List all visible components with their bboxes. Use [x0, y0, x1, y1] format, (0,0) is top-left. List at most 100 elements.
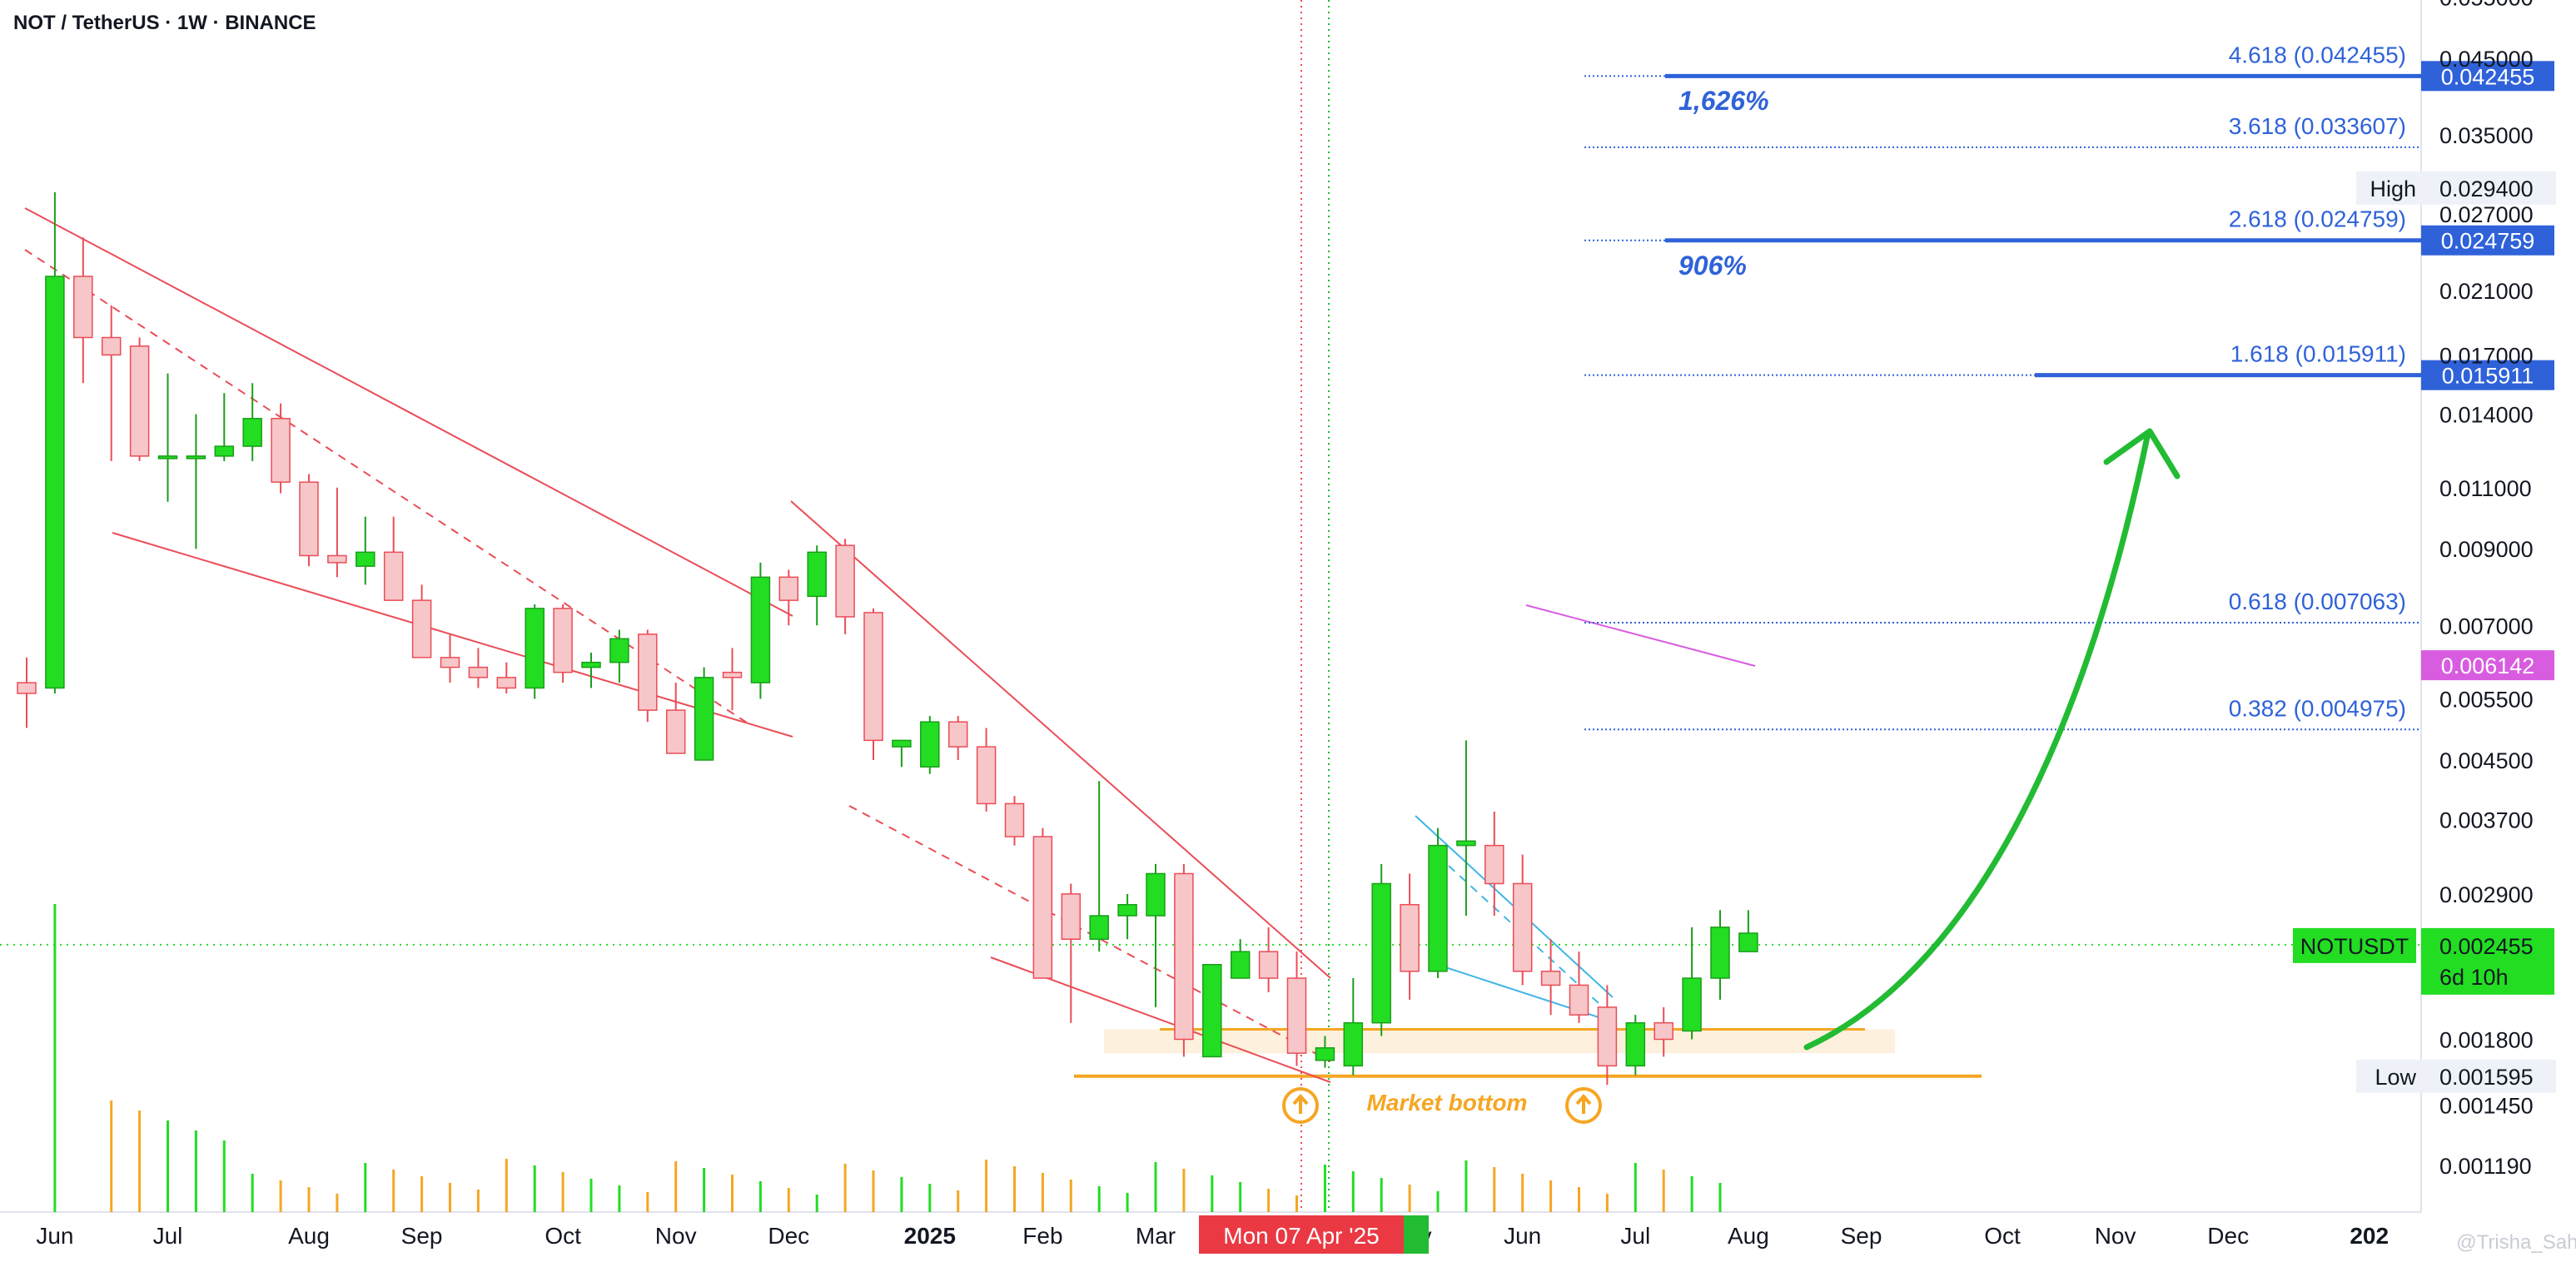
candle-body	[750, 576, 771, 683]
candle	[1456, 740, 1476, 917]
high-tag	[2356, 171, 2556, 205]
candle-body	[1089, 915, 1109, 940]
candle-body	[863, 612, 883, 742]
candle-body	[242, 417, 262, 447]
support-zone	[1104, 1029, 1895, 1054]
candle-body	[468, 666, 489, 678]
x-tick-label: Dec	[768, 1223, 809, 1249]
fib-price-tag-text: 0.024759	[2441, 229, 2535, 254]
candle-body	[1315, 1047, 1335, 1061]
candle-body	[1061, 893, 1082, 940]
candle	[1654, 1006, 1673, 1057]
y-tick-label: 0.001800	[2439, 1027, 2534, 1052]
magenta-price-tag	[2421, 650, 2554, 681]
candle-body	[1484, 844, 1504, 885]
candle-body	[1512, 882, 1533, 972]
candle	[1117, 893, 1137, 940]
low-value: 0.001595	[2439, 1065, 2534, 1090]
candle	[1682, 927, 1702, 1040]
x-tick-label: Oct	[545, 1223, 581, 1249]
candle	[1286, 951, 1307, 1066]
candle	[1738, 910, 1758, 952]
candle-body	[186, 455, 206, 460]
candle-body	[214, 445, 235, 457]
x-tick-label: Jun	[1504, 1223, 1541, 1249]
candle-body	[1146, 872, 1166, 917]
candle-body	[665, 709, 686, 754]
candle-body	[581, 661, 601, 668]
y-tick-label: 0.004500	[2439, 748, 2534, 773]
candle	[609, 629, 629, 683]
candle	[383, 516, 404, 601]
candle-body	[609, 638, 629, 663]
candle	[1004, 796, 1025, 846]
marker-arrow	[1292, 1093, 1309, 1114]
fib-price-tag	[2421, 360, 2554, 390]
candle	[1597, 985, 1618, 1086]
last-price-text: 0.002455	[2439, 934, 2534, 959]
symbol-tag-text: NOTUSDT	[2300, 934, 2409, 959]
y-tick-label: 0.014000	[2439, 402, 2534, 427]
crosshair-date-tag-green	[1404, 1215, 1429, 1254]
up-arrow-marker-icon	[1565, 1087, 1602, 1124]
candle-body	[1004, 802, 1025, 837]
x-tick-label: Oct	[1984, 1223, 2021, 1249]
candle-body	[835, 544, 855, 618]
candle-body	[892, 739, 912, 748]
trend-line	[24, 207, 793, 617]
candle-body	[1202, 963, 1222, 1058]
crosshair-date-tag	[1199, 1215, 1404, 1254]
candle	[1032, 827, 1053, 979]
candle-body	[1343, 1021, 1364, 1067]
candle	[468, 648, 489, 688]
countdown-text: 6d 10h	[2439, 965, 2509, 990]
y-tick-label: 0.003700	[2439, 808, 2534, 833]
candle-body	[722, 671, 743, 678]
gain-label-1626: 1,626%	[1678, 86, 1769, 116]
candle	[892, 739, 912, 768]
candle	[440, 633, 460, 683]
candle	[665, 683, 686, 754]
candle	[1202, 963, 1222, 1058]
candle	[947, 716, 968, 761]
candle	[327, 487, 347, 578]
trend-line	[112, 532, 793, 738]
candle-body	[17, 682, 37, 694]
candle-body	[271, 417, 291, 483]
forecast-arrow	[1803, 430, 2151, 1051]
x-tick-label: Feb	[1022, 1223, 1062, 1249]
candle-body	[1174, 872, 1194, 1041]
forecast-arrowhead	[2103, 428, 2181, 479]
x-tick-label: Sep	[1841, 1223, 1882, 1249]
candle-body	[976, 746, 997, 805]
candle	[694, 667, 714, 761]
candle-body	[411, 599, 432, 658]
fib-price-tag	[2421, 225, 2554, 256]
candle	[1230, 939, 1251, 979]
candle-body	[299, 481, 319, 557]
fib-price-tag	[2421, 61, 2554, 92]
candle	[73, 237, 93, 384]
candle-body	[1682, 977, 1702, 1032]
candle-body	[101, 336, 122, 356]
candle	[1315, 1036, 1335, 1068]
candle-body	[1032, 836, 1053, 979]
candle	[553, 604, 573, 683]
marker-arrow	[1575, 1093, 1592, 1114]
candle-body	[1371, 882, 1391, 1024]
candle	[638, 629, 658, 723]
candle-body	[1625, 1021, 1646, 1067]
candle-body	[1738, 932, 1758, 952]
y-tick-label: 0.011000	[2439, 476, 2532, 501]
candle-body	[1540, 971, 1561, 986]
candle	[356, 516, 375, 585]
candle	[835, 539, 855, 634]
fib-level-label: 4.618 (0.042455)	[2229, 42, 2406, 67]
candle-body	[1400, 903, 1420, 972]
x-tick-label: Aug	[1728, 1223, 1769, 1249]
y-tick-label: 0.001450	[2439, 1094, 2534, 1119]
low-tag	[2356, 1059, 2556, 1093]
watermark: @Trisha_Saha	[2456, 1231, 2576, 1254]
